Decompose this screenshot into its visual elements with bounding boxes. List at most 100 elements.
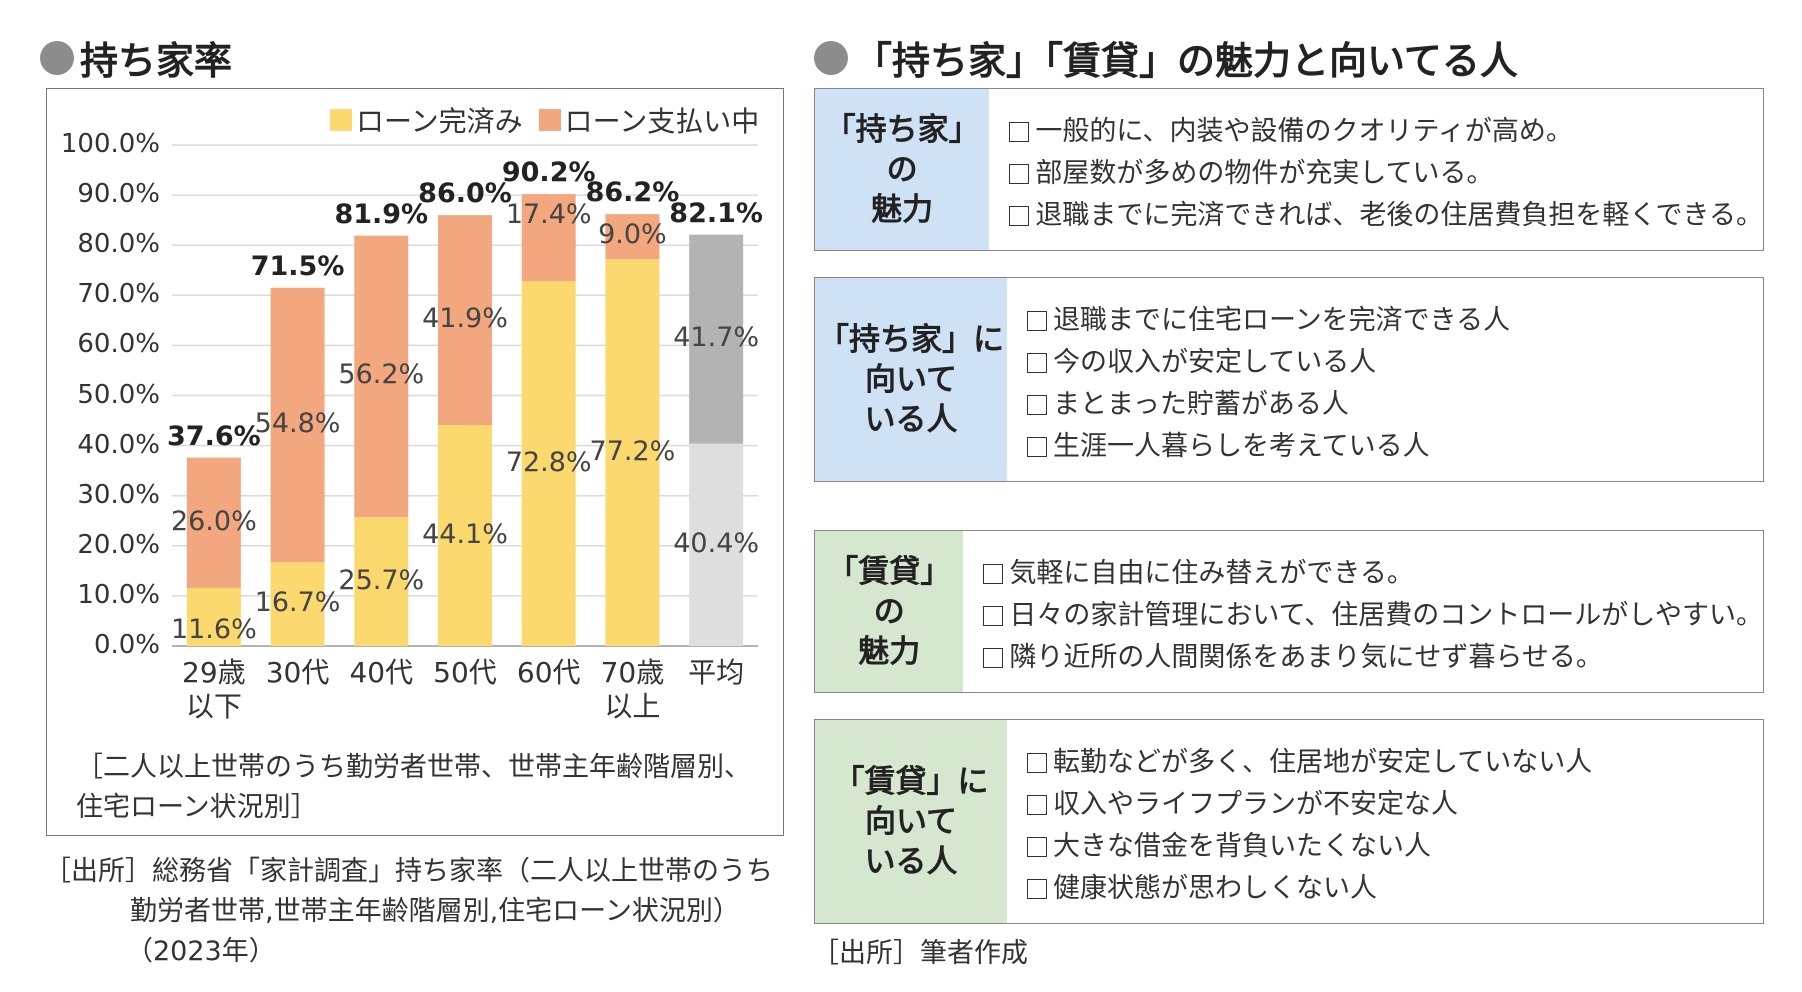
card-head-line: いる人: [864, 401, 958, 438]
data-label-paid: 16.7%: [254, 587, 341, 619]
card-head-line: 「持ち家」に: [818, 321, 1004, 358]
x-tick-line: 40代: [349, 656, 414, 689]
source-left-line-1: ［出所］総務省「家計調査」持ち家率（二人以上世帯のうち: [44, 856, 773, 887]
data-label-paying: 54.8%: [254, 408, 341, 440]
y-tick-label: 50.0%: [77, 379, 160, 410]
data-label-paying: 26.0%: [170, 505, 257, 537]
card-head: 「賃貸」の 魅力: [815, 531, 964, 692]
y-tick-label: 40.0%: [77, 429, 160, 460]
list-item-text: 大きな借金を背負いたくない人: [1053, 831, 1431, 862]
card-body: 気軽に自由に住み替えができる。 日々の家計管理において、住居費のコントロールがし…: [963, 531, 1763, 692]
card-head: 「持ち家」に 向いて いる人: [815, 278, 1007, 481]
x-tick-line: 50代: [433, 656, 497, 689]
list-item-text: 日々の家計管理において、住居費のコントロールがしやすい。: [1009, 600, 1763, 631]
list-item: 日々の家計管理において、住居費のコントロールがしやすい。: [983, 595, 1763, 637]
card-body: 転勤などが多く、住居地が安定していない人 収入やライフプランが不安定な人 大きな…: [1007, 720, 1763, 923]
x-tick-line: 以上: [604, 690, 661, 723]
list-item: 一般的に、内装や設備のクオリティが高め。: [1009, 111, 1763, 153]
chart-frame: [46, 88, 784, 836]
source-left-line-3: （2023年）: [126, 936, 276, 967]
x-tick-line: 60代: [516, 656, 581, 689]
list-item: 今の収入が安定している人: [1027, 342, 1763, 384]
card-rent-merit: 「賃貸」の 魅力 気軽に自由に住み替えができる。 日々の家計管理において、住居費の…: [814, 530, 1764, 693]
bullet-dot-icon: [814, 40, 848, 75]
card-body: 退職までに住宅ローンを完済できる人 今の収入が安定している人 まとまった貯蓄があ…: [1007, 278, 1763, 481]
bar-segment-paid: [354, 517, 409, 646]
list-item: 部屋数が多めの物件が充実している。: [1009, 153, 1763, 195]
data-label-paying: 9.0%: [598, 219, 667, 251]
x-tick-label: 50代: [410, 656, 520, 690]
chart-note-line-2: 住宅ローン状況別］: [76, 792, 318, 823]
checkbox-icon: [983, 648, 1004, 668]
y-tick-label: 20.0%: [77, 529, 160, 560]
legend-swatch-paid: [330, 109, 352, 131]
y-tick-label: 30.0%: [77, 479, 160, 510]
data-label-paying: 56.2%: [338, 359, 425, 391]
left-title-text: 持ち家率: [80, 39, 233, 83]
data-label-total: 82.1%: [669, 197, 763, 229]
data-label-total: 81.9%: [334, 198, 429, 230]
right-title-text: 「持ち家」「賃貸」の魅力と向いてる人: [854, 39, 1518, 83]
bar-segment-paying: [689, 234, 744, 444]
list-item-text: 収入やライフプランが不安定な人: [1053, 789, 1458, 820]
chart-note-line-1: ［二人以上世帯のうち勤労者世帯、世帯主年齢階層別、: [76, 752, 751, 783]
list-item-text: 生涯一人暮らしを考えている人: [1053, 431, 1430, 462]
y-tick-label: 70.0%: [77, 279, 160, 310]
card-head: 「持ち家」の 魅力: [815, 89, 990, 250]
card-head-line: いる人: [864, 843, 958, 880]
source-left-line-2: 勤労者世帯,世帯主年齢階層別,住宅ローン状況別）: [130, 896, 740, 927]
card-own-merit: 「持ち家」の 魅力 一般的に、内装や設備のクオリティが高め。 部屋数が多めの物件が…: [814, 88, 1764, 251]
x-tick-line: 70歳: [600, 656, 665, 689]
checkbox-icon: [1009, 122, 1030, 142]
bar-segment-paid: [605, 259, 660, 646]
card-rent-suited: 「賃貸」に 向いて いる人 転勤などが多く、住居地が安定していない人 収入やライフプ…: [814, 719, 1764, 924]
data-label-total: 86.2%: [585, 177, 680, 209]
bar-segment-paying: [521, 194, 576, 282]
checkbox-icon: [1027, 753, 1047, 773]
checkbox-icon: [1027, 353, 1047, 373]
card-body: 一般的に、内装や設備のクオリティが高め。 部屋数が多めの物件が充実している。 退…: [989, 89, 1763, 250]
list-item-text: 隣り近所の人間関係をあまり気にせず暮らせる。: [1009, 642, 1603, 673]
y-tick-label: 0.0%: [93, 630, 160, 660]
card-head-line: 魅力: [871, 191, 934, 228]
list-item-text: 健康状態が思わしくない人: [1053, 873, 1377, 904]
checkbox-icon: [1027, 795, 1047, 815]
x-tick-label: 70歳 以上: [577, 656, 687, 724]
legend-label-paid: ローン完済み: [356, 105, 523, 138]
list-item: 隣り近所の人間関係をあまり気にせず暮らせる。: [983, 637, 1763, 679]
list-item: 収入やライフプランが不安定な人: [1027, 784, 1763, 826]
list-item-text: 今の収入が安定している人: [1053, 347, 1377, 378]
list-item: 退職までに完済できれば、老後の住居費負担を軽くできる。: [1009, 195, 1763, 237]
data-label-paid: 77.2%: [589, 435, 676, 467]
data-label-paid: 72.8%: [505, 446, 592, 478]
list-item-text: まとまった貯蓄がある人: [1053, 389, 1349, 420]
y-tick-label: 100.0%: [60, 129, 160, 159]
source-right: ［出所］筆者作成: [812, 938, 1028, 969]
y-tick-label: 80.0%: [77, 229, 160, 260]
x-tick-line: 以下: [185, 690, 242, 723]
card-head-line: 魅力: [858, 633, 921, 670]
checkbox-icon: [1027, 837, 1047, 857]
data-label-paid: 44.1%: [422, 518, 508, 550]
bar-segment-paid: [186, 587, 241, 646]
x-tick-label: 平均: [661, 656, 771, 690]
list-item-text: 退職までに住宅ローンを完済できる人: [1053, 305, 1511, 336]
data-label-total: 37.6%: [167, 420, 261, 452]
card-own-suited: 「持ち家」に 向いて いる人 退職までに住宅ローンを完済できる人 今の収入が安定して…: [814, 277, 1764, 482]
list-item-text: 退職までに完済できれば、老後の住居費負担を軽くできる。: [1035, 200, 1763, 231]
bar-segment-paying: [186, 457, 241, 588]
checkbox-icon: [1009, 206, 1030, 226]
data-label-total: 90.2%: [501, 157, 596, 189]
y-tick-label: 90.0%: [77, 179, 160, 210]
checkbox-icon: [1027, 437, 1047, 457]
list-item: 気軽に自由に住み替えができる。: [983, 553, 1763, 595]
card-head-line: 「持ち家」の: [824, 111, 980, 188]
card-head: 「賃貸」に 向いて いる人: [815, 720, 1007, 923]
checkbox-icon: [983, 606, 1004, 626]
list-item: 健康状態が思わしくない人: [1027, 868, 1763, 910]
x-tick-line: 29歳: [182, 656, 246, 689]
list-item: まとまった貯蓄がある人: [1027, 384, 1763, 426]
x-tick-label: 40代: [326, 656, 436, 690]
card-head-line: 「賃貸」の: [827, 553, 952, 630]
x-tick-line: 30代: [265, 656, 330, 689]
